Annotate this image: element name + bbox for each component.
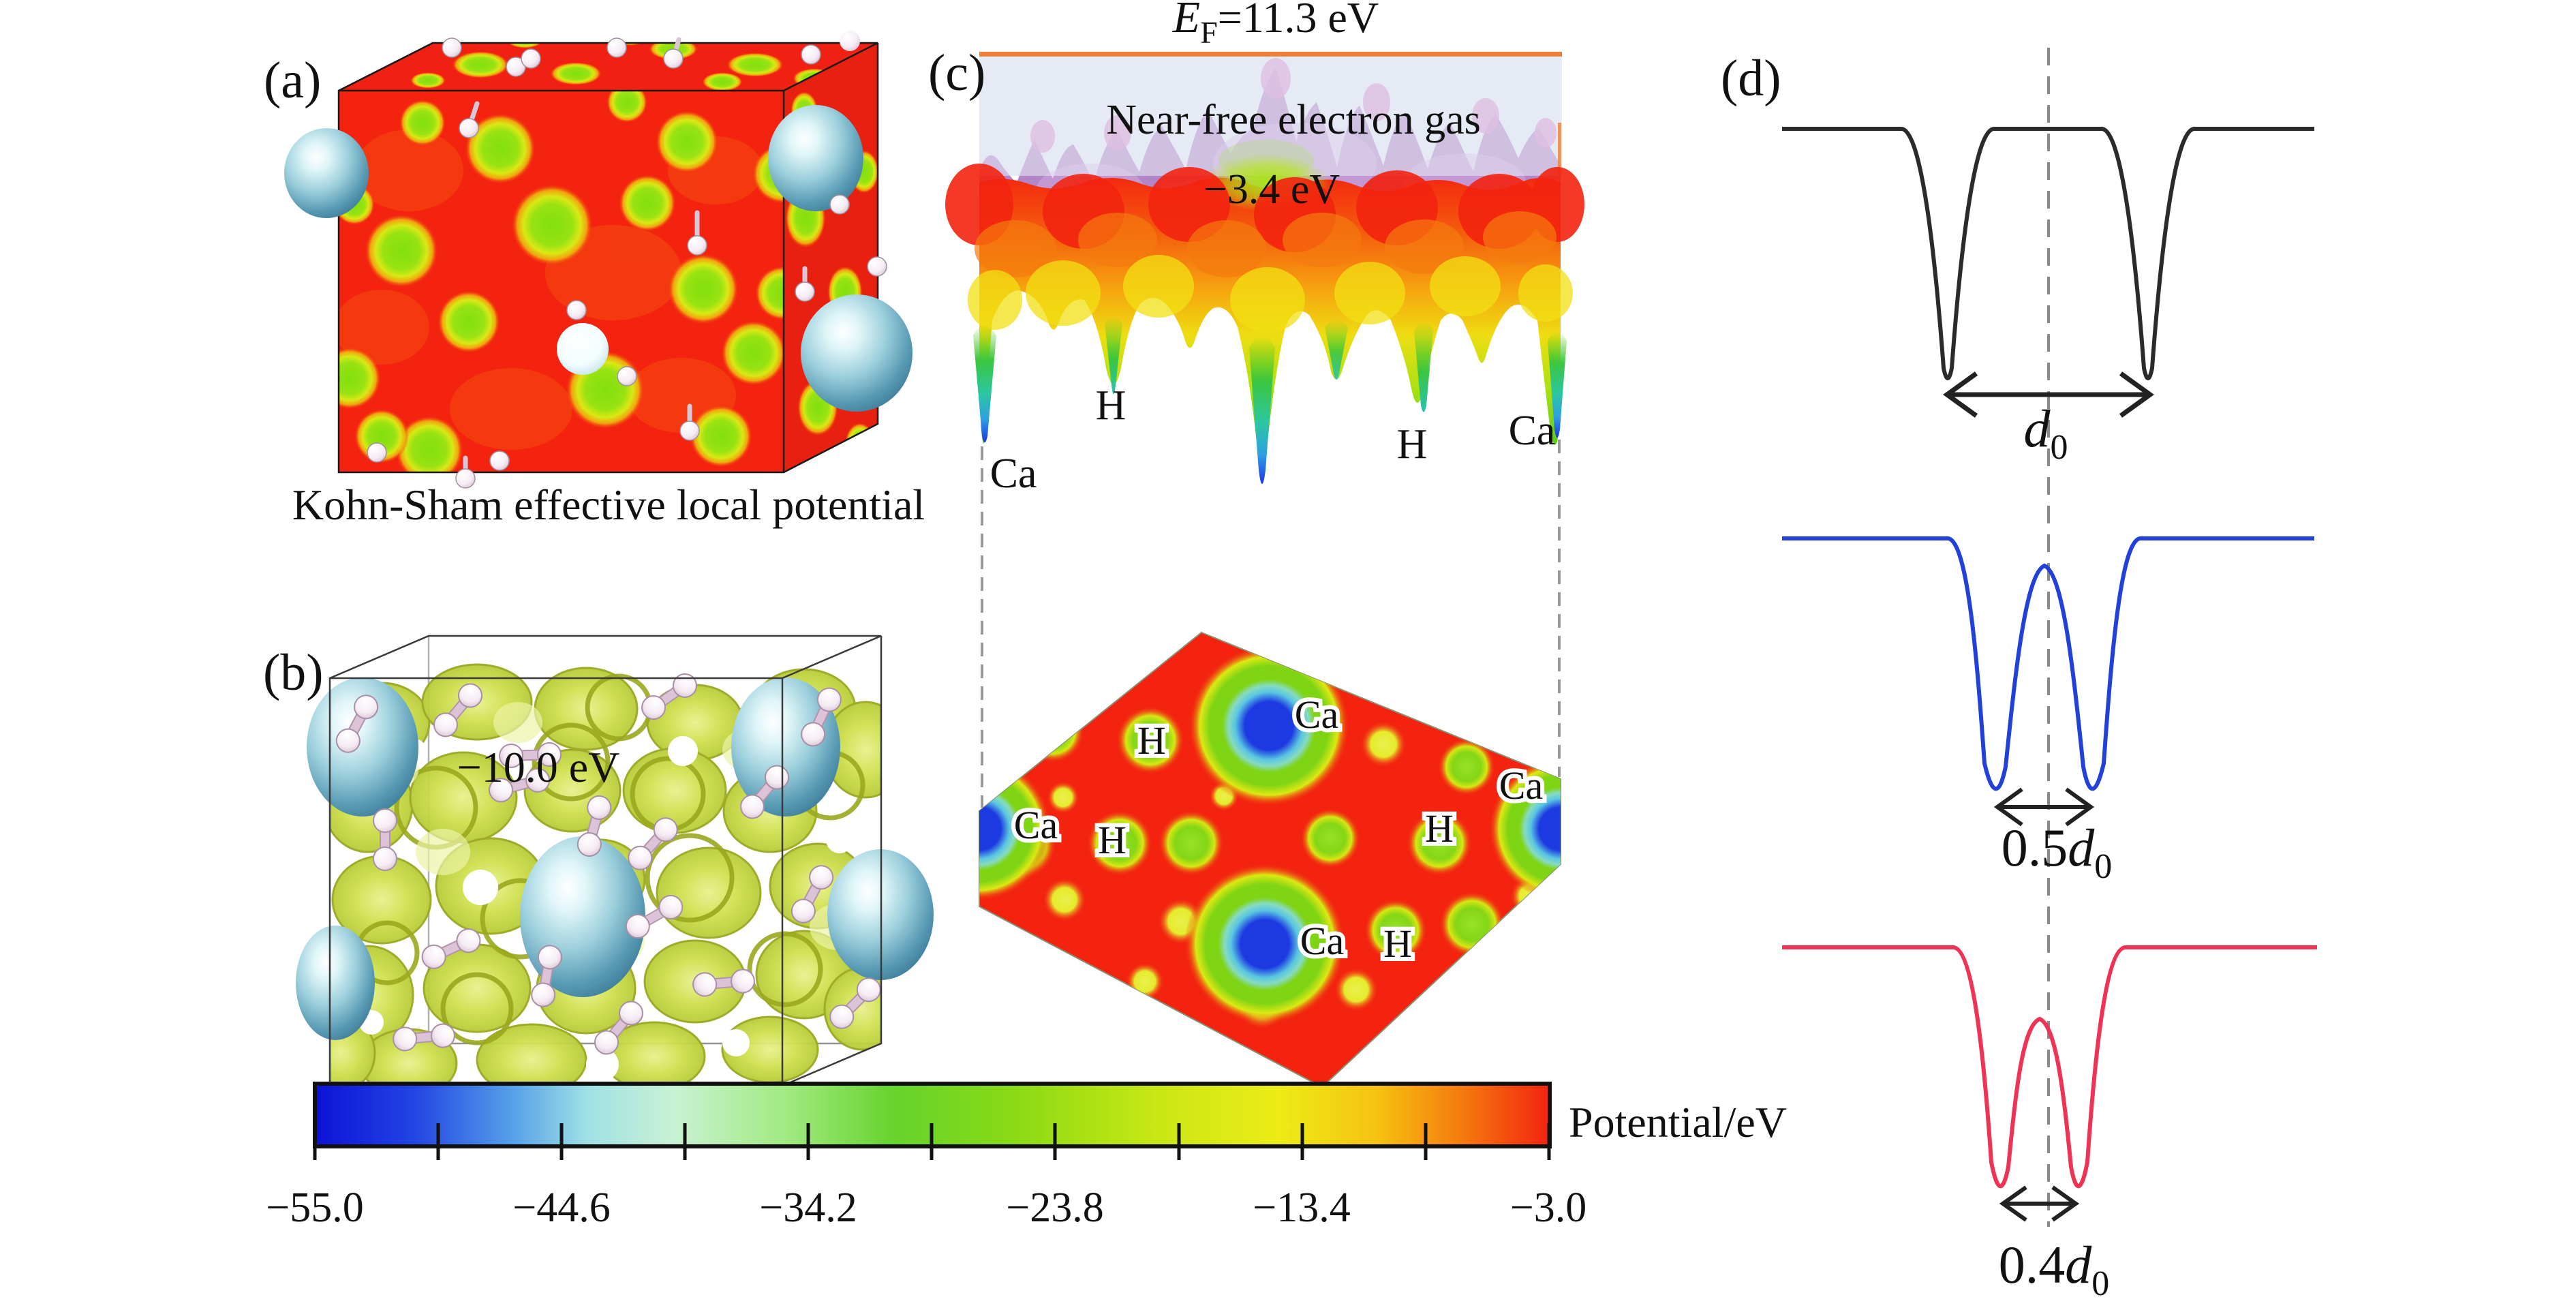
cube-wireframe xyxy=(337,42,879,474)
panel-c-letter: (c) xyxy=(928,44,985,102)
colorbar-tick: −55.0 xyxy=(266,1185,363,1231)
front-face-atom-spots xyxy=(339,91,784,472)
colorbar-title: Potential/eV xyxy=(1569,1098,1787,1146)
half-d0-arrow xyxy=(1993,787,2095,827)
map-label-ca: Ca xyxy=(1499,763,1543,808)
ca-sphere xyxy=(768,105,863,211)
ca-sphere xyxy=(307,677,418,817)
colorbar-tick: −13.4 xyxy=(1253,1185,1350,1231)
colorbar-tick: −3.0 xyxy=(1510,1185,1586,1231)
h-atom xyxy=(840,31,860,51)
isosurface-holes xyxy=(359,736,853,1081)
deep-potential-spikes xyxy=(973,316,1567,484)
map-label-h: H xyxy=(1425,806,1454,851)
panel-a-caption: Kohn-Sham effective local potential xyxy=(292,480,925,529)
colorbar-tick-labels: −55.0 −44.6 −34.2 −23.8 −13.4 −3.0 xyxy=(266,1185,1586,1231)
potential-curve-black xyxy=(1782,127,2314,380)
panel-a: (a) Kohn-Sham effective local potential xyxy=(264,31,925,529)
point4-d0-arrow xyxy=(1999,1185,2080,1222)
ca-sphere xyxy=(520,836,645,997)
potential-curve-blue xyxy=(1782,536,2314,791)
map-label-h: H xyxy=(1383,921,1412,966)
ca-sphere xyxy=(296,926,375,1040)
map-label-ca: Ca xyxy=(1014,803,1058,847)
hexagon-atom-spots xyxy=(979,645,1561,1029)
panel-c: H Ca Ca Ca H H Ca H (c) EF=11.3 eV Near-… xyxy=(928,0,1584,1088)
panel-b: (b) −10.0 eV xyxy=(263,635,934,1087)
hexagon-potential-map: H Ca Ca Ca H H Ca H xyxy=(979,631,1561,1088)
ca-sphere xyxy=(284,128,369,218)
map-label-h: H xyxy=(1098,818,1126,862)
surface-label-h: H xyxy=(1096,382,1126,429)
panel-a-letter: (a) xyxy=(264,52,321,109)
fermi-energy-label: EF=11.3 eV xyxy=(1172,0,1379,50)
d0-arrow xyxy=(1943,371,2154,418)
hydrogen-atoms xyxy=(367,37,887,489)
surface-shading xyxy=(945,164,1584,333)
hexagon-atom-labels: H Ca Ca Ca H H Ca H xyxy=(1010,688,1547,970)
surface-label-h: H xyxy=(1397,421,1428,468)
ca-sphere-front xyxy=(557,323,609,375)
potential-curve-red xyxy=(1782,945,2317,1189)
colorbar: −55.0 −44.6 −34.2 −23.8 −13.4 −3.0 Poten… xyxy=(266,1082,1787,1231)
surface-label-ca: Ca xyxy=(1509,408,1556,454)
panel-d: d0 0.5d0 0.4d0 (d) xyxy=(1721,48,2317,1303)
fermi-level-line xyxy=(979,52,1562,57)
colorbar-tick-marks xyxy=(313,1123,1551,1160)
d0-label: d0 xyxy=(2024,399,2068,467)
map-label-ca: Ca xyxy=(1295,692,1338,737)
slab-right-edge xyxy=(1558,123,1561,176)
boundary-energy-label: −3.4 eV xyxy=(1203,166,1340,213)
colorbar-tick: −23.8 xyxy=(1006,1185,1103,1231)
ca-sphere xyxy=(801,294,913,412)
point4-d0-label: 0.4d0 xyxy=(1999,1235,2110,1303)
isosurface-level-label: −10.0 eV xyxy=(457,743,620,791)
ca-sphere xyxy=(731,677,840,817)
surface-atom-labels: Ca H H Ca xyxy=(990,382,1556,497)
colorbar-tick: −44.6 xyxy=(512,1185,610,1231)
map-label-h: H xyxy=(1137,718,1166,763)
map-label-ca: Ca xyxy=(1300,919,1344,963)
panel-d-letter: (d) xyxy=(1721,50,1781,107)
panel-b-letter: (b) xyxy=(263,644,324,701)
surface-label-ca: Ca xyxy=(990,451,1037,497)
near-free-electron-gas-label: Near-free electron gas xyxy=(1106,97,1481,143)
half-d0-label: 0.5d0 xyxy=(2002,818,2113,886)
colorbar-tick: −34.2 xyxy=(759,1185,857,1231)
